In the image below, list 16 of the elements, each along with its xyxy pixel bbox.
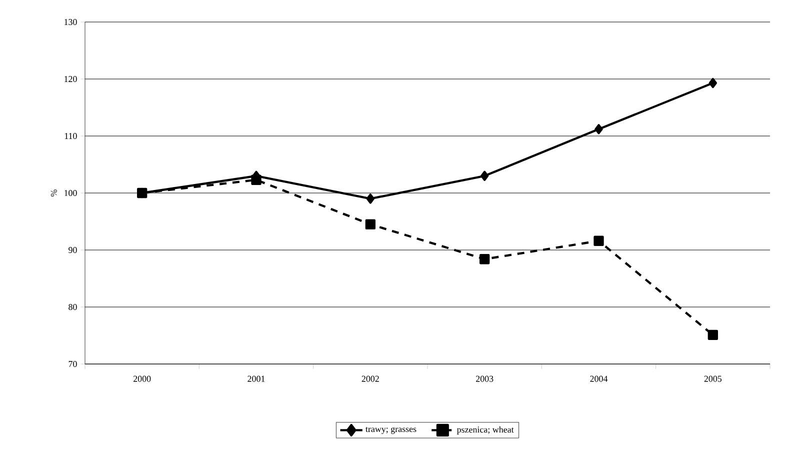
x-tick-label: 2005 <box>704 376 722 382</box>
x-tick-label: 2001 <box>248 376 265 382</box>
legend-label: trawy; grasses <box>366 426 416 434</box>
y-tick-label: 70 <box>68 360 77 368</box>
x-tick-label: 2003 <box>476 376 494 382</box>
legend-label: pszenica; wheat <box>456 426 514 434</box>
y-tick-label: 100 <box>64 190 77 196</box>
y-tick-label: 90 <box>68 246 77 254</box>
y-tick-label: 80 <box>68 304 77 310</box>
y-tick-label: 120 <box>64 76 77 82</box>
x-tick-label: 2000 <box>134 376 151 382</box>
y-axis-title: % <box>50 190 57 196</box>
x-tick-label: 2002 <box>362 376 379 382</box>
y-tick-label: 110 <box>64 132 77 140</box>
x-tick-label: 2004 <box>590 376 608 382</box>
y-tick-label: 130 <box>64 18 77 26</box>
